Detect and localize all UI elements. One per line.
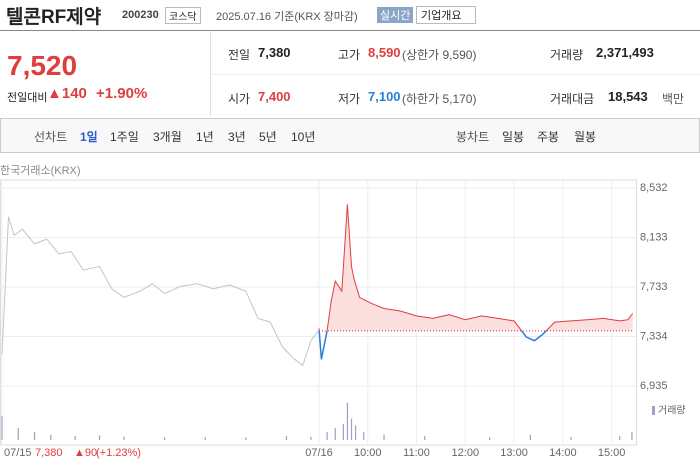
volume-bar	[74, 436, 76, 440]
volume-bar	[17, 428, 19, 440]
stat-value: 2,371,493	[596, 45, 654, 60]
stat-sub: 백만	[662, 92, 685, 106]
divider	[210, 31, 211, 116]
price-line	[318, 204, 634, 331]
tab[interactable]: 1일	[80, 130, 98, 144]
legend-swatch	[652, 406, 655, 415]
stat-value: 7,380	[258, 45, 291, 60]
volume-bar	[204, 437, 206, 440]
volume-bar	[363, 432, 365, 440]
footer-change: ▲90	[74, 447, 97, 459]
stat-sub: (상한가 9,590)	[402, 48, 477, 62]
x-tick-label: 13:00	[500, 447, 528, 459]
volume-bar	[529, 434, 531, 440]
chart: 8,532 8,133 7,733 7,334 6,935 07/15 07/16 10:00…	[0, 179, 686, 459]
price: 7,520	[7, 50, 78, 81]
tab[interactable]: 1주일	[110, 130, 139, 144]
volume-bar	[163, 437, 166, 440]
volume-bar	[342, 424, 344, 440]
x-tick-label: 14:00	[549, 447, 577, 459]
volume-bar	[346, 402, 349, 440]
tab[interactable]: 월봉	[574, 130, 597, 144]
tab-label: 봉차트	[456, 130, 490, 144]
change: ▲140	[47, 85, 87, 102]
tab-bar	[0, 118, 700, 153]
x-tick-label: 07/16	[305, 447, 333, 459]
stat-label: 거래대금	[550, 92, 595, 106]
volume-bar	[285, 436, 288, 440]
footer-pct: (+1.23%)	[96, 447, 141, 459]
volume-bar	[570, 436, 572, 440]
stat-value: 7,400	[258, 89, 291, 104]
y-tick-label: 6,935	[640, 380, 668, 392]
volume-bar	[383, 434, 385, 440]
footer-price: 7,380	[35, 447, 63, 459]
stat-value: 7,100	[368, 89, 401, 104]
market-badge: 코스닥	[165, 7, 201, 24]
tab[interactable]: 10년	[291, 130, 316, 144]
stat-label: 고가	[338, 48, 361, 62]
y-tick-label: 8,133	[640, 231, 668, 243]
volume-bar	[424, 436, 426, 440]
x-tick-label: 15:00	[598, 447, 626, 459]
stat-label: 저가	[338, 92, 361, 106]
x-tick-label: 10:00	[354, 447, 382, 459]
volume-bar	[354, 425, 357, 440]
stat-label: 전일	[228, 48, 251, 62]
area	[319, 204, 633, 331]
tab[interactable]: 주봉	[537, 130, 560, 144]
volume-bar	[350, 418, 353, 440]
change-label: 전일대비	[7, 92, 48, 104]
stock-name: 텔콘RF제약	[6, 7, 102, 28]
stat-sub: (하한가 5,170)	[402, 92, 477, 106]
overview-btn[interactable]: 기업개요	[416, 6, 477, 24]
date: 2025.07.16 기준(KRX 장마감)	[216, 11, 358, 23]
price-line	[1, 216, 319, 367]
volume-bar	[310, 436, 312, 440]
source: 한국거래소(KRX)	[0, 165, 81, 177]
footer-date: 07/15	[4, 452, 7, 454]
tab[interactable]: 3년	[228, 130, 246, 144]
tab[interactable]: 1년	[196, 130, 214, 144]
volume-bar	[98, 435, 101, 440]
volume-bar	[619, 436, 621, 440]
stat-value: 18,543	[608, 89, 648, 104]
change-value: 140	[61, 85, 87, 102]
volume-bar	[1, 416, 3, 440]
volume-bar	[631, 432, 633, 440]
stat-label: 거래량	[550, 48, 584, 62]
x-tick-label: 11:00	[403, 447, 430, 459]
volume-bar	[245, 437, 247, 440]
change-pct: +1.90%	[96, 85, 148, 102]
divider	[210, 74, 700, 75]
realtime-btn[interactable]: 실시간	[377, 7, 414, 23]
stat-label: 시가	[228, 92, 251, 106]
volume-bar	[326, 432, 328, 440]
legend-label: 거래량	[658, 405, 686, 417]
x-tick-label: 12:00	[452, 447, 480, 459]
x-tick-label: 07/15	[4, 447, 32, 459]
y-tick-label: 8,532	[640, 182, 668, 194]
volume-bar	[50, 434, 52, 440]
stock-code: 200230	[122, 9, 159, 21]
volume-bar	[33, 432, 36, 440]
stat-value: 8,590	[368, 45, 401, 60]
divider	[0, 30, 700, 31]
y-tick-label: 7,334	[640, 330, 668, 342]
volume-bar	[334, 428, 336, 440]
tab[interactable]: 5년	[259, 130, 277, 144]
tab[interactable]: 3개월	[153, 130, 182, 144]
y-tick-label: 7,733	[640, 281, 668, 293]
volume-bar	[489, 437, 491, 440]
tab[interactable]: 일봉	[502, 130, 525, 144]
tab-label: 선차트	[34, 130, 68, 144]
volume-bar	[123, 436, 125, 440]
